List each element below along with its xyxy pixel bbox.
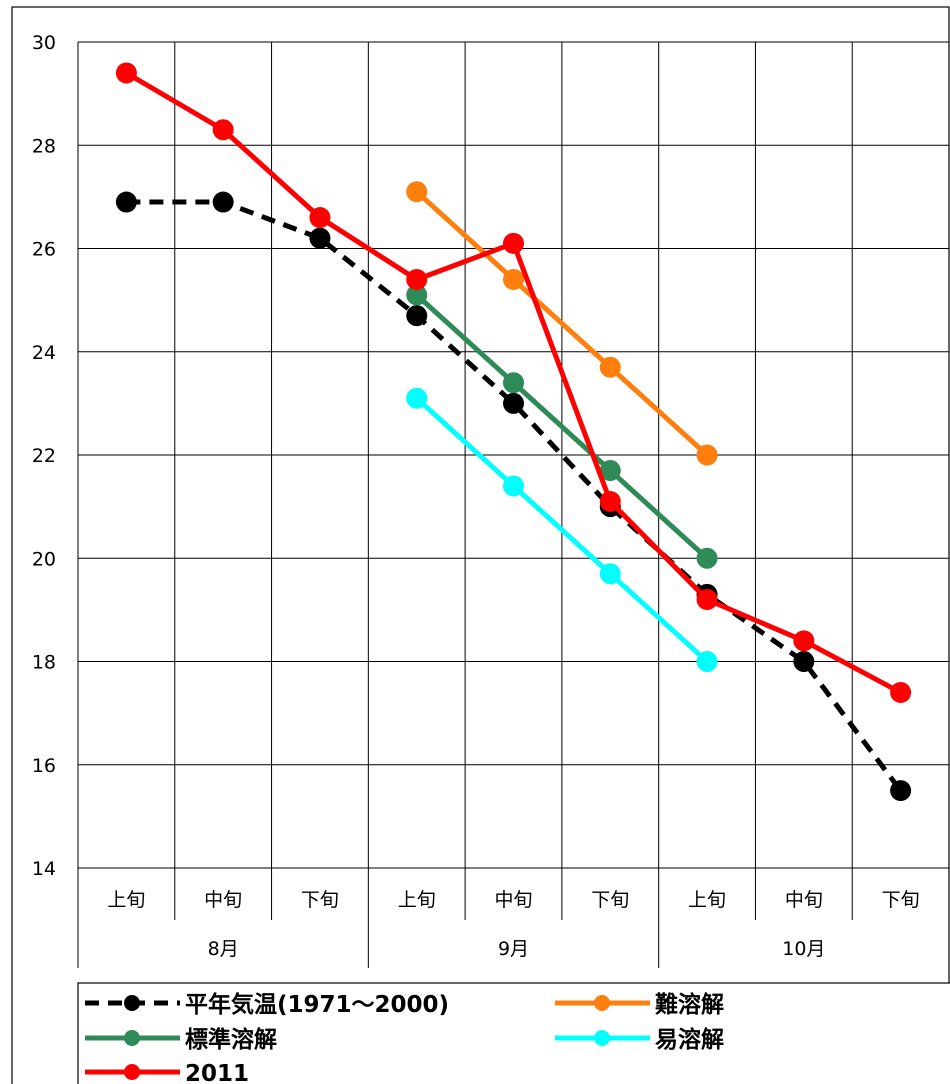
legend-item: 易溶解	[555, 1026, 724, 1053]
x-tick-label: 上旬	[107, 889, 145, 911]
data-point	[212, 119, 234, 141]
legend-label: 易溶解	[655, 1026, 724, 1053]
data-point	[503, 392, 524, 414]
x-tick-label: 中旬	[204, 889, 242, 911]
data-point	[406, 284, 428, 306]
legend-item: 難溶解	[555, 991, 724, 1018]
legend-item: 平年気温(1971～2000)	[85, 991, 449, 1018]
y-tick-label: 30	[32, 32, 56, 54]
x-tick-label: 下旬	[591, 889, 629, 911]
y-tick-label: 24	[32, 342, 56, 364]
data-point	[503, 232, 524, 254]
legend-marker	[124, 995, 140, 1011]
y-tick-label: 22	[32, 445, 56, 467]
data-point	[696, 589, 718, 611]
data-point	[212, 191, 234, 213]
series	[406, 284, 718, 569]
x-tick-label: 中旬	[494, 889, 532, 911]
data-point	[793, 651, 815, 672]
data-point	[406, 268, 428, 290]
x-tick-label: 上旬	[398, 889, 436, 911]
y-tick-label: 28	[32, 135, 56, 157]
data-point	[115, 62, 137, 84]
legend-label: 2011	[185, 1061, 249, 1084]
series-line	[415, 189, 709, 457]
data-point	[406, 181, 428, 203]
legend-item: 2011	[85, 1061, 249, 1084]
y-tick-label: 20	[32, 548, 56, 570]
series	[406, 181, 718, 466]
legend-marker	[124, 1030, 140, 1046]
data-point	[599, 459, 621, 481]
series	[115, 62, 912, 703]
month-label: 9月	[498, 938, 529, 960]
x-axis: 上旬 中旬 下旬 上旬 中旬 下旬 上旬 中旬 下旬 8月 9月 10月	[77, 868, 950, 968]
data-point	[793, 630, 815, 652]
x-tick-label: 下旬	[301, 889, 339, 911]
x-tick-label: 上旬	[688, 889, 726, 911]
grid	[77, 41, 950, 869]
series-line	[415, 293, 709, 561]
series-line	[126, 199, 903, 793]
legend-label: 標準溶解	[185, 1026, 277, 1053]
month-label: 8月	[208, 938, 239, 960]
y-axis-ticks: 30 28 26 24 22 20 18 16 14	[32, 32, 56, 880]
data-point	[696, 444, 718, 466]
legend-label: 難溶解	[655, 991, 724, 1018]
legend-marker	[594, 1030, 610, 1046]
data-point	[406, 387, 428, 409]
y-tick-label: 18	[32, 652, 56, 674]
y-tick-label: 14	[32, 858, 56, 880]
legend-box	[77, 982, 950, 1084]
legend-marker	[594, 995, 610, 1011]
month-label: 10月	[782, 938, 825, 960]
data-point	[696, 651, 718, 672]
legend-marker	[124, 1064, 140, 1080]
x-tick-label: 中旬	[785, 889, 823, 911]
data-point	[309, 207, 331, 229]
x-tick-label: 下旬	[882, 889, 920, 911]
series	[406, 387, 718, 672]
legend-item: 標準溶解	[85, 1026, 277, 1053]
data-point	[406, 305, 428, 327]
series-line	[415, 396, 709, 664]
data-point	[599, 563, 621, 585]
series-layer	[115, 62, 912, 802]
data-point	[115, 191, 137, 213]
legend-label: 平年気温(1971～2000)	[185, 991, 449, 1018]
data-point	[309, 227, 331, 249]
y-tick-label: 16	[32, 755, 56, 777]
y-tick-label: 26	[32, 239, 56, 261]
data-point	[503, 372, 524, 394]
data-point	[696, 547, 718, 569]
data-point	[503, 475, 524, 497]
data-point	[599, 490, 621, 512]
data-point	[890, 681, 912, 703]
data-point	[503, 268, 524, 290]
data-point	[890, 780, 912, 802]
data-point	[599, 356, 621, 378]
